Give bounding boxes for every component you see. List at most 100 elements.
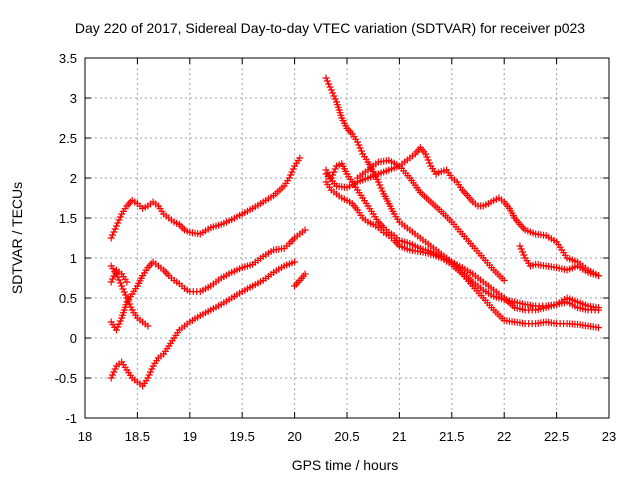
data-point [114,323,122,331]
data-point [423,153,431,161]
series-track-11 [516,242,603,280]
data-point [595,272,603,280]
x-tick-label: 18 [78,429,92,444]
data-point [330,92,338,100]
data-point [285,174,293,182]
data-point [107,234,115,242]
y-axis-label: SDTVAR / TECUs [9,182,25,294]
y-tick-label: 1.5 [59,211,77,226]
x-tick-label: 22.5 [544,429,569,444]
data-point [120,288,128,296]
data-point [517,245,525,253]
data-point [325,80,333,88]
x-tick-label: 23 [602,429,616,444]
x-tick-label: 22 [497,429,511,444]
data-point [110,272,118,280]
data-point [323,77,331,85]
data-point [331,165,339,173]
data-point [107,278,115,286]
data-point [327,174,335,182]
data-point [110,368,118,376]
data-point [516,242,524,250]
x-tick-label: 21.5 [439,429,464,444]
data-point [122,291,130,299]
data-point [519,248,527,256]
y-tick-label: 3 [70,91,77,106]
data-point [322,74,330,82]
data-point [356,144,364,152]
series-track-9 [322,178,603,332]
data-point [355,141,363,149]
x-tick-label: 20.5 [334,429,359,444]
data-point [145,371,153,379]
series-track-1 [107,154,304,242]
data-point [119,285,127,293]
data-point [115,216,123,224]
data-point [595,304,603,312]
x-axis-tick-labels: 18 18.5 19 19.5 20 20.5 21 21.5 22 22.5 23 [78,429,616,444]
data-point [377,184,385,192]
data-point [148,365,156,373]
y-tick-label: -1 [65,411,77,426]
data-point [374,178,382,186]
data-point [123,294,131,302]
data-point [520,251,528,259]
data-point [329,89,337,97]
x-tick-label: 18.5 [125,429,150,444]
chart-title: Day 220 of 2017, Sidereal Day-to-day VTE… [75,20,585,36]
data-point [330,168,338,176]
data-point [144,374,152,382]
series-track-2 [107,226,309,334]
y-tick-label: 2 [70,171,77,186]
data-point [116,213,124,221]
data-point [301,226,309,234]
data-point [289,165,297,173]
data-point [326,83,334,91]
data-point [426,159,434,167]
data-point [353,138,361,146]
y-tick-label: 0.5 [59,291,77,306]
data-point [107,374,115,382]
data-point [116,317,124,325]
data-point [111,269,119,277]
x-axis-label: GPS time / hours [292,457,399,473]
data-point [301,270,309,278]
y-tick-label: 3.5 [59,51,77,66]
series-track-6 [291,270,309,290]
data-point [376,181,384,189]
series-track-10 [322,144,603,280]
data-point [116,279,124,287]
data-point [296,154,304,162]
data-point [124,297,132,305]
data-point [123,278,131,286]
axis-ticks [84,57,610,419]
data-point [112,326,120,334]
data-points [107,74,603,390]
data-point [422,150,430,158]
data-point [288,168,296,176]
data-point [127,303,135,311]
data-point [500,276,508,284]
data-point [287,171,295,179]
y-tick-label: -0.5 [55,371,77,386]
x-tick-label: 21 [392,429,406,444]
data-point [115,320,123,328]
y-tick-label: 0 [70,331,77,346]
data-point [111,365,119,373]
data-point [378,187,386,195]
data-point [144,322,152,330]
data-point [118,282,126,290]
data-point [424,156,432,164]
data-point [109,371,117,379]
data-point [126,300,134,308]
data-point [331,95,339,103]
data-point [595,324,603,332]
data-point [109,275,117,283]
data-point [109,231,117,239]
x-tick-label: 19 [183,429,197,444]
data-point [291,258,299,266]
y-tick-label: 2.5 [59,131,77,146]
data-point [114,219,122,227]
x-tick-label: 20 [287,429,301,444]
